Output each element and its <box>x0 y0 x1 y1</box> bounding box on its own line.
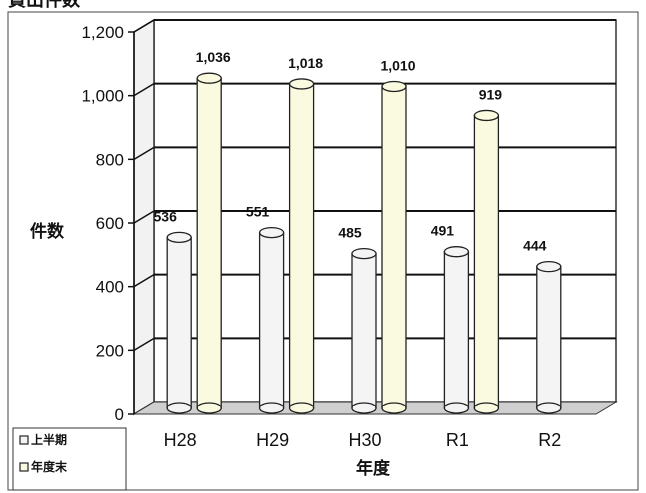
y-axis-title: 件数 <box>30 221 65 242</box>
data-labels: 536 1,036 551 1,018 485 1,010 491 919 444 <box>154 49 547 253</box>
bar-base-fill <box>353 406 375 408</box>
y-tick-label: 1,000 <box>81 87 124 106</box>
legend-box <box>12 427 127 491</box>
legend-swatch <box>19 462 29 472</box>
bar-first-half-H29 <box>258 226 285 414</box>
bar-year-end-H29 <box>288 78 315 414</box>
y-tick-label: 0 <box>115 405 124 424</box>
x-tick-label: R2 <box>538 430 561 450</box>
gridline-side <box>133 274 155 288</box>
bar-body <box>166 236 192 409</box>
y-tick-label: 200 <box>96 341 124 360</box>
data-label: 536 <box>154 208 178 224</box>
chart-border <box>7 11 639 491</box>
y-tick-label: 800 <box>96 150 124 169</box>
y-tick-label: 400 <box>96 278 124 297</box>
bar-top <box>351 247 377 260</box>
bar-year-end-H28 <box>196 72 222 414</box>
bar-base-fill <box>260 406 283 408</box>
bar-top <box>381 80 407 93</box>
x-tick-label: H30 <box>348 430 381 450</box>
gridline-side <box>133 337 155 351</box>
bar-top <box>196 72 222 84</box>
bar-year-end-R1 <box>473 109 500 414</box>
legend-label: 上半期 <box>31 432 67 447</box>
gridline-side <box>133 146 155 160</box>
legend-label: 年度末 <box>31 459 68 474</box>
x-tick-label: R1 <box>446 430 469 450</box>
bar-body <box>351 252 377 409</box>
gridline-side <box>133 83 155 97</box>
bar-first-half-R2 <box>536 261 562 414</box>
bar-body <box>443 251 470 409</box>
bar-body <box>288 83 315 409</box>
data-label: 1,018 <box>288 55 323 71</box>
chart-title: 貸出件数 <box>8 0 81 11</box>
bar-body <box>196 77 222 409</box>
bar-top <box>473 109 500 122</box>
legend-swatch <box>19 435 29 445</box>
bar-body <box>536 266 562 409</box>
data-label: 444 <box>523 238 547 254</box>
bar-year-end-H30 <box>381 80 407 414</box>
x-axis-categories: H28 H29 H30 R1 R2 <box>164 430 562 450</box>
gridline-side <box>133 19 155 33</box>
bar-top <box>443 246 470 258</box>
data-label: 1,036 <box>196 49 231 65</box>
bar-body <box>473 114 500 409</box>
bar-top <box>166 231 192 244</box>
y-tick-label: 600 <box>96 214 124 233</box>
data-label: 1,010 <box>380 57 415 73</box>
gridline-side <box>133 210 155 224</box>
bar-base-fill <box>445 406 468 408</box>
bars <box>166 72 562 414</box>
bar-first-half-R1 <box>443 246 470 414</box>
bar-body <box>258 231 285 409</box>
bar-base-fill <box>198 406 221 408</box>
bar-top <box>288 78 315 90</box>
bar-first-half-H28 <box>166 231 192 414</box>
bar-base-fill <box>537 406 560 408</box>
data-label: 919 <box>479 86 503 102</box>
data-label: 551 <box>246 204 270 220</box>
y-tick-label: 1,200 <box>81 23 124 42</box>
bar-base-fill <box>475 406 498 408</box>
bar-first-half-H30 <box>351 247 377 414</box>
x-tick-label: H28 <box>164 430 197 450</box>
bar-top <box>258 226 285 239</box>
bar-base-fill <box>383 406 405 408</box>
y-axis-ticks: 0 200 400 600 800 1,000 1,200 <box>81 23 135 424</box>
x-axis-title: 年度 <box>356 458 391 479</box>
bar-body <box>381 85 407 409</box>
bar-base-fill <box>168 406 191 408</box>
data-label: 485 <box>338 225 362 241</box>
bar-top <box>536 261 562 273</box>
bar-base-fill <box>290 406 313 408</box>
x-tick-label: H29 <box>256 430 289 450</box>
data-label: 491 <box>431 223 455 239</box>
